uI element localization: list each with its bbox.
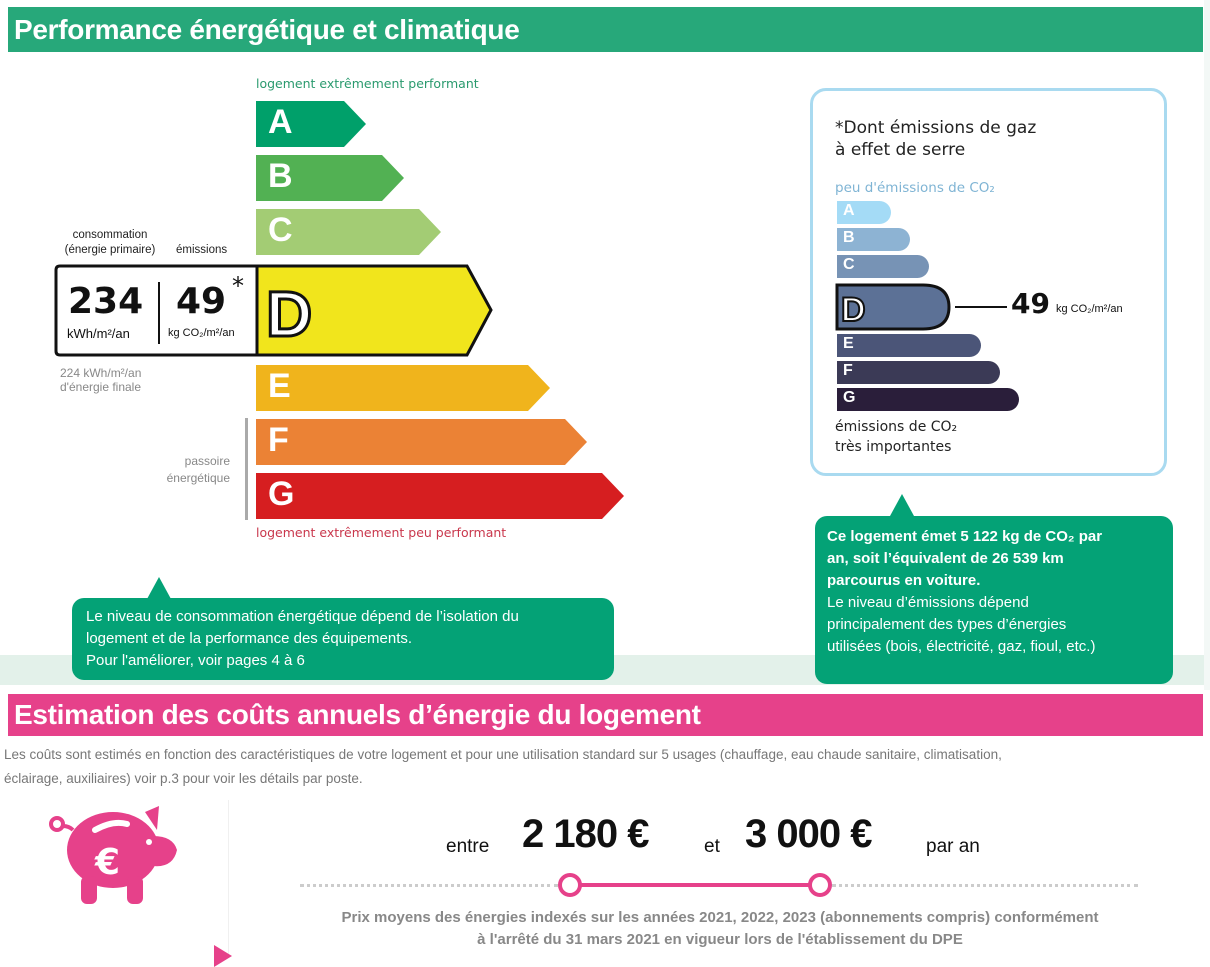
emissions-value: 49 <box>176 281 227 322</box>
co2-grade-e: E <box>837 334 981 357</box>
costs-description: Les coûts sont estimés en fonction des c… <box>4 747 1002 786</box>
co2-grade-a: A <box>837 201 891 224</box>
costs-section-header: Estimation des coûts annuels d’énergie d… <box>8 694 1203 736</box>
range-prefix: entre <box>446 836 490 857</box>
energy-grade-a: A <box>256 101 368 147</box>
best-grade-label: logement extrêmement performant <box>256 76 479 91</box>
page-edge <box>1204 0 1210 690</box>
panel-divider <box>228 800 229 956</box>
min-cost-marker <box>558 873 582 897</box>
current-grade-letter-d: D <box>265 277 314 347</box>
co2-grade-c: C <box>837 255 929 278</box>
range-track-right <box>832 884 1138 887</box>
price-footnote: Prix moyens des énergies indexés sur les… <box>341 909 1099 948</box>
bubble-pointer <box>147 577 171 599</box>
consumption-info-bubble: Le niveau de consommation énergétique dé… <box>72 598 614 680</box>
cost-range-bar <box>570 883 820 887</box>
co2-unit: kg CO₂/m²/an <box>1056 303 1123 315</box>
co2-grade-f: F <box>837 361 1000 384</box>
consumption-value: 234 <box>68 281 144 322</box>
worst-grade-label: logement extrêmement peu performant <box>256 525 507 540</box>
performance-section-header: Performance énergétique et climatique <box>8 7 1203 52</box>
co2-grade-g: G <box>837 388 1019 411</box>
consumption-caption: consommation (énergie primaire) <box>64 229 156 256</box>
piggy-bank-euro-icon: € <box>49 806 177 904</box>
svg-text:€: € <box>94 842 120 883</box>
consumption-unit: kWh/m²/an <box>67 326 130 341</box>
max-cost-marker <box>808 873 832 897</box>
passoire-label: passoire énergétique <box>166 454 230 485</box>
co2-emissions-card: *Dont émissions de gaz à effet de serre … <box>810 88 1167 476</box>
range-mid: et <box>704 836 720 857</box>
co2-best-label: peu d'émissions de CO₂ <box>835 180 995 196</box>
emissions-asterisk: * <box>232 272 244 300</box>
energy-grade-g: G <box>256 473 626 519</box>
final-energy-note: 224 kWh/m²/an d'énergie finale <box>60 366 142 394</box>
co2-grade-b: B <box>837 228 910 251</box>
co2-value: 49 <box>1011 287 1050 320</box>
energy-grade-b: B <box>256 155 406 201</box>
next-arrow-icon <box>214 945 232 967</box>
energy-grade-f: F <box>256 419 589 465</box>
co2-card-title: *Dont émissions de gaz à effet de serre <box>835 118 1037 160</box>
max-cost-value: 3 000 € <box>745 812 872 856</box>
co2-info-bubble: Ce logement émet 5 122 kg de CO₂ par an,… <box>815 516 1173 684</box>
emissions-unit: kg CO₂/m²/an <box>168 327 235 339</box>
passoire-bracket <box>245 418 248 520</box>
current-grade-box: 234 kWh/m²/an 49 * kg CO₂/m²/an D <box>54 264 494 357</box>
bubble-pointer <box>890 494 914 516</box>
svg-text:D: D <box>266 278 312 346</box>
co2-worst-label: émissions de CO₂ très importantes <box>835 419 958 455</box>
min-cost-value: 2 180 € <box>522 812 649 856</box>
emissions-caption: émissions <box>176 244 228 256</box>
energy-grade-e: E <box>256 365 552 411</box>
co2-grade-d-current: D <box>835 283 1007 331</box>
energy-grade-c: C <box>256 209 444 255</box>
svg-text:D: D <box>841 291 866 329</box>
range-track-left <box>300 884 558 887</box>
range-suffix: par an <box>926 836 980 857</box>
